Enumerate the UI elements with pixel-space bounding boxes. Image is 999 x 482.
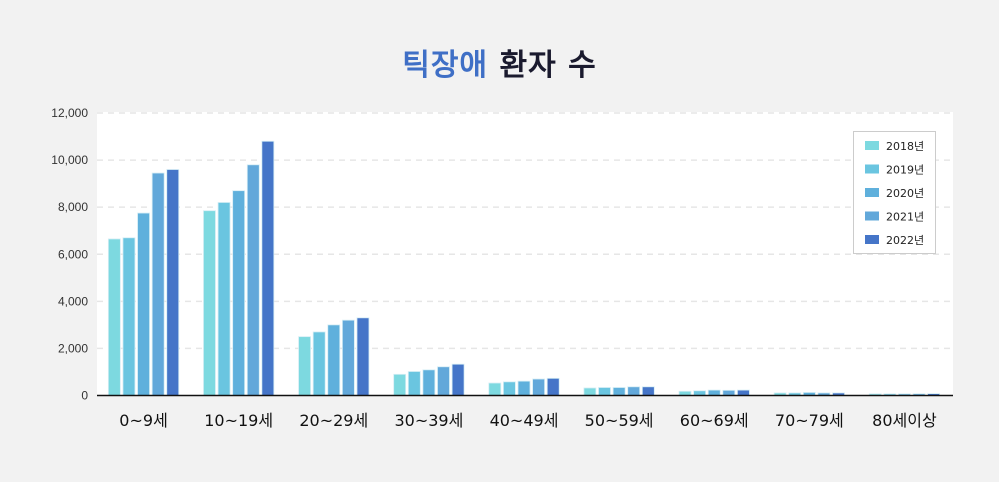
bar-2018년-0~9세 xyxy=(107,238,121,396)
bar-2020년-40~49세 xyxy=(517,380,531,396)
chart-title: 틱장애 환자 수 xyxy=(0,40,999,84)
x-tick-label: 20~29세 xyxy=(299,411,368,430)
legend-label: 2020년 xyxy=(886,187,924,200)
bar-2018년-50~59세 xyxy=(583,387,597,396)
bar-2020년-60~69세 xyxy=(707,389,721,396)
x-tick-label: 50~59세 xyxy=(585,411,654,430)
bar-2019년-40~49세 xyxy=(502,381,516,396)
bar-2019년-30~39세 xyxy=(407,371,421,396)
bar-2022년-30~39세 xyxy=(451,363,465,396)
y-tick-label: 6,000 xyxy=(58,247,88,261)
legend-label: 2022년 xyxy=(886,234,924,247)
bar-2018년-10~19세 xyxy=(203,210,216,396)
y-tick-label: 0 xyxy=(81,389,88,403)
legend-swatch xyxy=(865,211,879,221)
x-tick-label: 80세이상 xyxy=(872,411,937,430)
bar-2021년-60~69세 xyxy=(722,389,736,396)
bar-2021년-0~9세 xyxy=(151,172,165,396)
legend-swatch xyxy=(865,235,879,244)
bar-2019년-10~19세 xyxy=(217,202,231,396)
bar-2022년-10~19세 xyxy=(261,140,275,396)
bar-2020년-20~29세 xyxy=(327,324,341,396)
bar-2022년-50~59세 xyxy=(641,386,655,396)
bar-2022년-0~9세 xyxy=(166,169,180,396)
bar-2022년-40~49세 xyxy=(546,377,560,396)
bar-2018년-20~29세 xyxy=(298,336,311,396)
bar-2022년-20~29세 xyxy=(356,317,370,396)
x-tick-label: 70~79세 xyxy=(775,411,844,430)
y-tick-label: 12,000 xyxy=(51,106,88,120)
bar-2019년-0~9세 xyxy=(122,237,136,396)
legend-swatch xyxy=(865,164,879,174)
legend-label: 2021년 xyxy=(886,211,924,224)
chart-title-rest: 환자 수 xyxy=(499,48,597,83)
bar-2020년-50~59세 xyxy=(612,387,626,396)
bar-2020년-10~19세 xyxy=(232,190,246,396)
bar-2021년-50~59세 xyxy=(627,386,641,396)
bar-2021년-10~19세 xyxy=(246,164,260,396)
x-tick-label: 60~69세 xyxy=(680,411,749,430)
bar-2018년-30~39세 xyxy=(393,373,407,396)
bar-2021년-40~49세 xyxy=(532,378,545,396)
y-tick-label: 8,000 xyxy=(58,200,88,214)
bar-2019년-20~29세 xyxy=(312,331,326,396)
bar-2019년-50~59세 xyxy=(598,387,611,396)
bar-2020년-0~9세 xyxy=(137,212,150,396)
x-tick-label: 30~39세 xyxy=(394,411,463,430)
legend-swatch xyxy=(865,188,879,197)
chart-title-highlight: 틱장애 xyxy=(402,48,489,83)
y-tick-label: 4,000 xyxy=(58,294,88,308)
bar-2021년-30~39세 xyxy=(437,366,450,396)
legend-label: 2019년 xyxy=(886,164,924,177)
legend-swatch xyxy=(865,141,879,150)
y-tick-label: 10,000 xyxy=(51,153,88,167)
y-tick-label: 2,000 xyxy=(58,341,88,355)
x-tick-label: 40~49세 xyxy=(490,411,559,430)
x-tick-label: 0~9세 xyxy=(119,411,168,430)
bar-2020년-30~39세 xyxy=(422,369,436,396)
legend-label: 2018년 xyxy=(886,140,924,153)
bar-2018년-40~49세 xyxy=(488,382,502,396)
bar-2022년-60~69세 xyxy=(737,389,750,396)
bar-2021년-20~29세 xyxy=(341,319,355,396)
x-tick-label: 10~19세 xyxy=(204,411,273,430)
